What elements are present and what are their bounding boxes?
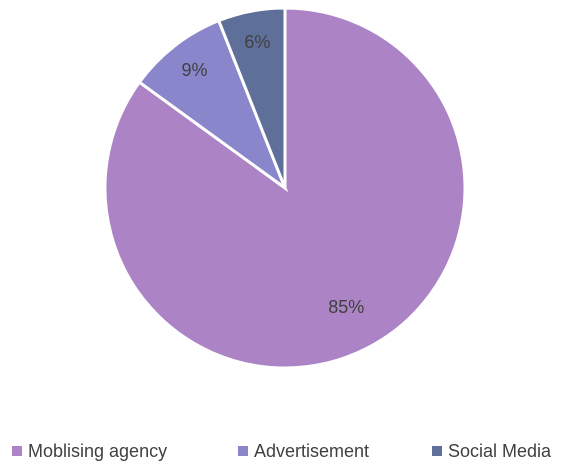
pie-slice xyxy=(216,6,287,189)
legend-swatch xyxy=(238,446,248,456)
legend-label: Advertisement xyxy=(254,441,369,461)
legend-label: Moblising agency xyxy=(28,441,167,461)
data-label: 85% xyxy=(328,297,364,317)
data-label: 6% xyxy=(244,32,270,52)
legend-swatch xyxy=(12,446,22,456)
pie-slice xyxy=(137,18,289,193)
legend-label: Social Media xyxy=(448,441,552,461)
data-label: 9% xyxy=(182,60,208,80)
legend-swatch xyxy=(432,446,442,456)
pie-slice xyxy=(103,6,467,370)
